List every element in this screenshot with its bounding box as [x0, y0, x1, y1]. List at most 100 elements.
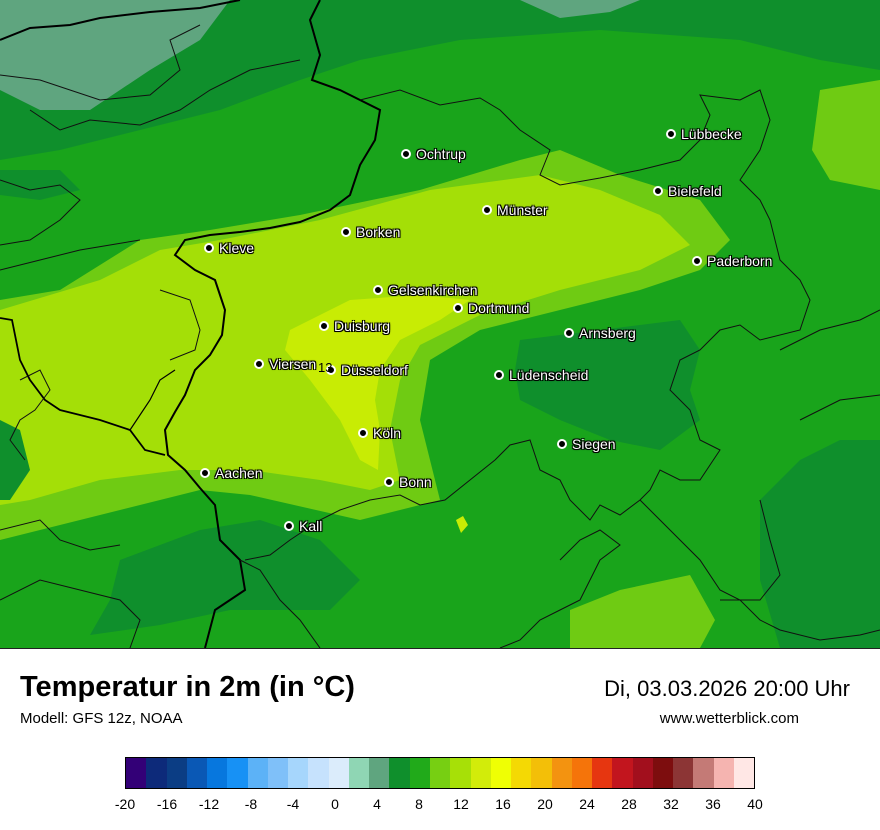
legend-swatch [693, 758, 714, 788]
legend-swatch [673, 758, 694, 788]
city-label: Arnsberg [579, 325, 636, 341]
city-label: Köln [373, 425, 402, 441]
legend-swatch [490, 758, 512, 788]
city-marker[interactable]: Kall [284, 518, 322, 534]
city-label: Kall [299, 518, 323, 534]
city-marker[interactable]: Siegen [557, 436, 616, 452]
legend-swatch [470, 758, 491, 788]
legend-swatch [551, 758, 572, 788]
city-dot [373, 285, 383, 295]
city-dot [284, 521, 294, 531]
color-scale-legend [125, 757, 755, 789]
legend-swatch [227, 758, 248, 788]
city-marker[interactable]: Paderborn [692, 253, 772, 269]
city-dot [692, 256, 702, 266]
city-dot [653, 186, 663, 196]
city-marker[interactable]: Ochtrup [401, 146, 466, 162]
legend-swatch [288, 758, 309, 788]
city-label: Siegen [572, 436, 616, 452]
city-marker[interactable]: Arnsberg [564, 325, 636, 341]
legend-tick-label: -20 [114, 796, 136, 812]
legend-swatch [429, 758, 451, 788]
chart-title: Temperatur in 2m (in °C) [20, 671, 355, 703]
city-dot [326, 365, 336, 375]
city-marker[interactable]: Viersen [254, 356, 316, 372]
legend-swatch [267, 758, 289, 788]
city-dot [341, 227, 351, 237]
city-label: Bielefeld [668, 183, 722, 199]
legend-swatch [450, 758, 471, 788]
city-dot [358, 428, 368, 438]
city-label: Ochtrup [416, 146, 466, 162]
legend-swatch [348, 758, 370, 788]
city-label: Gelsenkirchen [388, 282, 478, 298]
city-dot [453, 303, 463, 313]
city-label: Bonn [399, 474, 432, 490]
city-marker[interactable]: Kleve [204, 240, 254, 256]
city-dot [557, 439, 567, 449]
city-marker[interactable]: Lübbecke [666, 126, 742, 142]
legend-swatch [632, 758, 653, 788]
legend-ticks: -20 -16 -12 -8 -4 0 4 8 12 16 20 24 28 32 36 40 [115, 796, 763, 816]
city-label: Borken [356, 224, 401, 240]
map-canvas [0, 0, 880, 648]
city-marker[interactable]: Borken [341, 224, 400, 240]
legend-swatch [126, 758, 147, 788]
legend-tick-label: 36 [705, 796, 721, 812]
legend-swatch [733, 758, 755, 788]
legend-tick-label: -8 [244, 796, 258, 812]
city-dot [319, 321, 329, 331]
legend-tick-label: 8 [415, 796, 423, 812]
city-dot [564, 328, 574, 338]
city-dot [200, 468, 210, 478]
legend-tick-label: 0 [331, 796, 339, 812]
city-marker[interactable]: Dortmund [453, 300, 529, 316]
legend-swatch [592, 758, 613, 788]
city-label: Lübbecke [681, 126, 742, 142]
city-marker[interactable]: Aachen [200, 465, 262, 481]
city-label: Aachen [215, 465, 263, 481]
site-link[interactable]: www.wetterblick.com [659, 710, 799, 727]
legend-swatch [186, 758, 208, 788]
legend-tick-label: 40 [747, 796, 763, 812]
city-dot [254, 359, 264, 369]
city-marker[interactable]: Münster [482, 202, 548, 218]
city-label: Dortmund [468, 300, 530, 316]
forecast-datetime: Di, 03.03.2026 20:00 Uhr [604, 676, 850, 701]
legend-tick-label: -4 [286, 796, 300, 812]
legend-tick-label: 12 [453, 796, 469, 812]
city-marker[interactable]: Duisburg [319, 318, 390, 334]
legend-swatch [247, 758, 268, 788]
value-label: 13 [318, 360, 333, 375]
legend-tick-label: 16 [495, 796, 511, 812]
city-marker[interactable]: Düsseldorf [326, 362, 408, 378]
city-marker[interactable]: Bonn [384, 474, 432, 490]
legend-swatch [409, 758, 430, 788]
legend-swatch [713, 758, 734, 788]
city-label: Düsseldorf [341, 362, 408, 378]
city-marker[interactable]: Gelsenkirchen [373, 282, 478, 298]
city-dot [494, 370, 504, 380]
legend-swatch [389, 758, 410, 788]
city-label: Viersen [269, 356, 317, 372]
city-dot [666, 129, 676, 139]
legend-tick-label: 4 [373, 796, 381, 812]
city-dot [204, 243, 214, 253]
legend-swatch [652, 758, 674, 788]
city-label: Münster [497, 202, 548, 218]
legend-tick-label: -16 [156, 796, 178, 812]
legend-swatch [146, 758, 167, 788]
temperature-map[interactable]: Lübbecke Ochtrup Bielefeld Münster Borke… [0, 0, 880, 649]
city-marker[interactable]: Köln [358, 425, 401, 441]
legend-swatch [328, 758, 349, 788]
legend-tick-label: -12 [198, 796, 220, 812]
legend-swatch [369, 758, 390, 788]
city-label: Lüdenscheid [509, 367, 589, 383]
city-label: Kleve [219, 240, 255, 256]
city-dot [401, 149, 411, 159]
legend-tick-label: 20 [537, 796, 553, 812]
legend-tick-label: 28 [621, 796, 637, 812]
city-marker[interactable]: Bielefeld [653, 183, 722, 199]
legend-tick-label: 24 [579, 796, 595, 812]
city-marker[interactable]: Lüdenscheid [494, 367, 588, 383]
